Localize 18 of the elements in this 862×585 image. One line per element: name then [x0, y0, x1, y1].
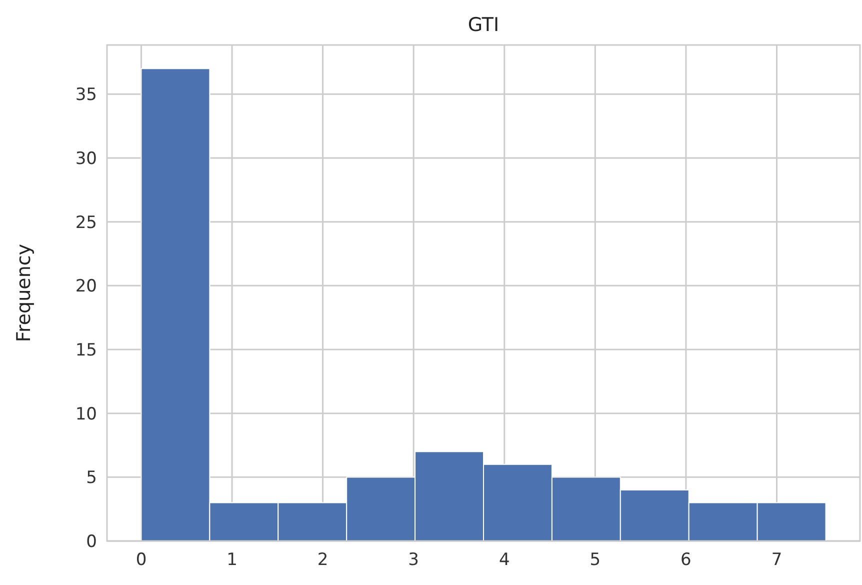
y-tick-label: 35	[75, 85, 97, 106]
x-tick-label: 3	[408, 550, 420, 570]
y-tick-label: 10	[75, 404, 97, 424]
y-tick-label: 20	[75, 276, 97, 297]
x-tick-label: 0	[136, 550, 147, 570]
x-tick-label: 5	[590, 550, 601, 570]
x-tick-label: 4	[498, 550, 510, 570]
x-tick-label: 2	[317, 550, 328, 570]
y-tick-label: 0	[86, 532, 97, 552]
y-tick-label: 30	[75, 148, 97, 169]
chart-title: GTI	[468, 14, 500, 36]
x-tick-label: 6	[680, 550, 692, 570]
x-tick-label: 1	[226, 550, 238, 570]
y-tick-label: 15	[75, 340, 97, 360]
y-tick-label: 25	[75, 212, 97, 233]
y-tick-label: 5	[86, 468, 97, 488]
x-tick-label: 7	[771, 550, 782, 570]
y-axis-title: Frequency	[13, 244, 35, 342]
